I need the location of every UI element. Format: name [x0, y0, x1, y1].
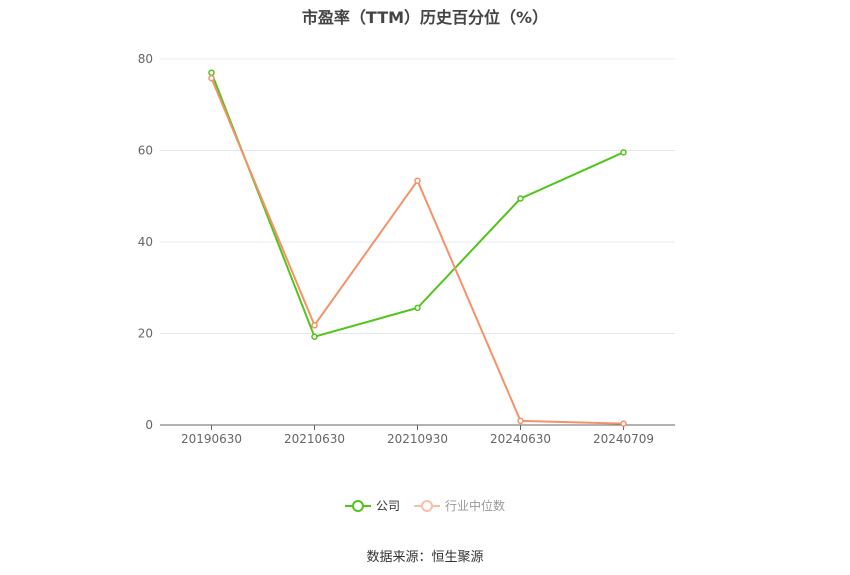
line-chart: 0 20 40 60 80 20190630 20210630 20210930 2024063…: [138, 52, 675, 446]
x-tick-label: 20210630: [284, 432, 345, 446]
y-tick-label: 20: [138, 327, 153, 341]
y-tick-label: 0: [145, 418, 153, 432]
legend: 公司 行业中位数: [0, 497, 850, 514]
chart-title: 市盈率（TTM）历史百分位（%）: [301, 8, 549, 27]
x-tick-label: 20240709: [593, 432, 654, 446]
data-point-1: [414, 177, 421, 184]
data-point-0: [620, 149, 627, 156]
y-tick-label: 40: [138, 235, 153, 249]
x-tick-label: 20240630: [490, 432, 551, 446]
data-point-0: [208, 69, 215, 76]
legend-label-company: 公司: [375, 499, 400, 513]
data-point-1: [311, 322, 318, 329]
legend-marker-company: [344, 499, 371, 512]
data-point-0: [414, 304, 421, 312]
data-point-1: [517, 417, 524, 425]
legend-marker-industry-median: [414, 499, 440, 512]
legend-item-company[interactable]: 公司: [344, 497, 400, 514]
y-tick-label: 60: [138, 144, 153, 158]
legend-label-industry-median: 行业中位数: [445, 499, 506, 513]
data-point-0: [517, 195, 524, 202]
legend-item-industry-median[interactable]: 行业中位数: [414, 497, 505, 514]
series-line-1: [210, 77, 624, 425]
data-point-0: [311, 333, 318, 340]
data-point-1: [208, 74, 215, 82]
x-tick-label: 20190630: [181, 432, 242, 446]
series-line-0: [210, 72, 624, 338]
data-source: 数据来源：恒生聚源: [366, 550, 484, 565]
x-tick-label: 20210930: [387, 432, 448, 446]
data-point-1: [620, 420, 627, 427]
y-tick-label: 80: [138, 52, 153, 66]
